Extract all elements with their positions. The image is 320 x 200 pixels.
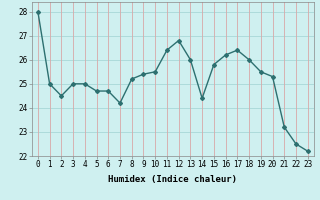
X-axis label: Humidex (Indice chaleur): Humidex (Indice chaleur) bbox=[108, 175, 237, 184]
